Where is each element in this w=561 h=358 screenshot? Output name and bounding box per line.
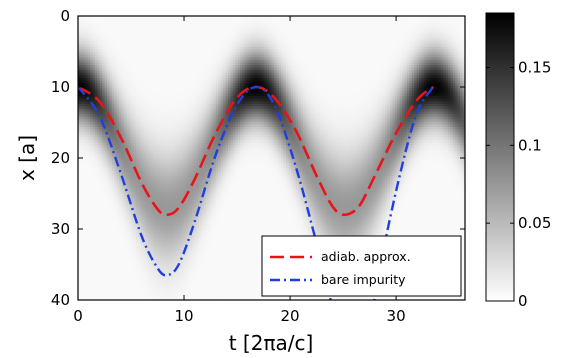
chart-figure: 0 10 20 30 010203040 t [2πa/c] x [a] adiab.… [0, 0, 561, 358]
